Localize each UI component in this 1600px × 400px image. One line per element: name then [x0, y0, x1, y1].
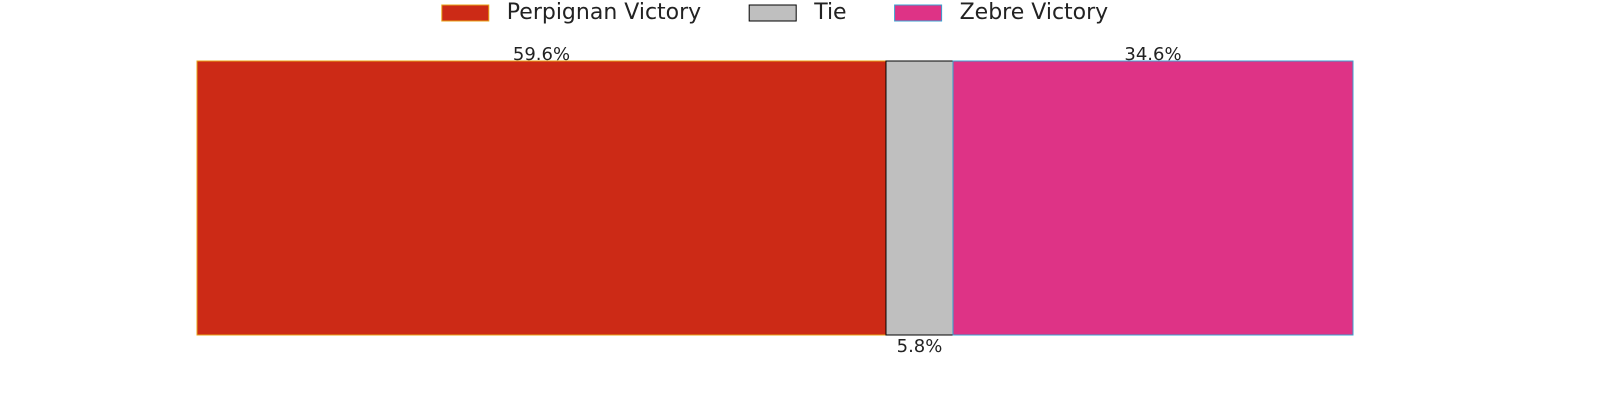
legend-item: Zebre Victory: [894, 0, 1109, 25]
legend-patch: [441, 4, 490, 22]
value-label: 34.6%: [1124, 44, 1181, 65]
legend-label: Perpignan Victory: [507, 0, 701, 25]
legend-item: Tie: [748, 0, 847, 25]
legend-label: Tie: [813, 0, 846, 25]
value-label: 5.8%: [897, 336, 943, 357]
legend-patch: [894, 4, 943, 22]
bar-segment: [196, 60, 887, 336]
value-label: 59.6%: [513, 44, 570, 65]
bar-segment: [885, 60, 954, 336]
legend-item: Perpignan Victory: [441, 0, 701, 25]
legend-label: Zebre Victory: [960, 0, 1109, 25]
bar-segment: [952, 60, 1354, 336]
legend-patch: [748, 4, 797, 22]
